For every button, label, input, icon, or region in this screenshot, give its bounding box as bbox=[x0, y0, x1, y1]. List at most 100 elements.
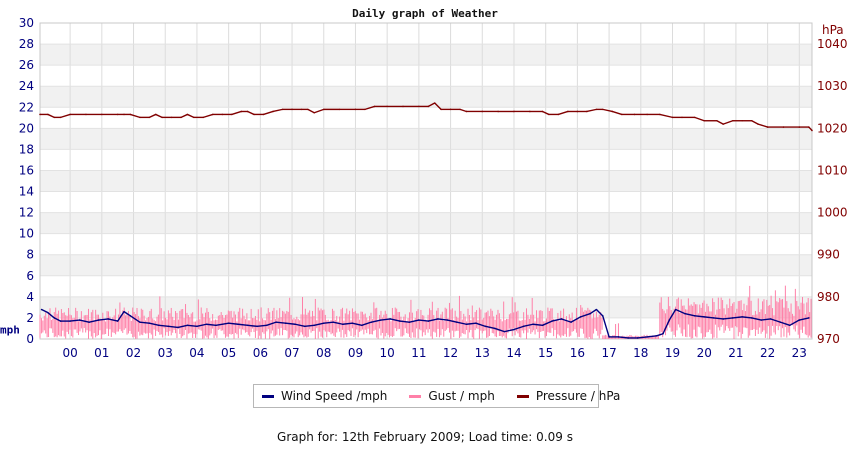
pressure-segment bbox=[612, 110, 622, 116]
y-right-tick-label: 980 bbox=[817, 290, 840, 304]
pressure-point bbox=[129, 113, 132, 116]
pressure-point bbox=[364, 108, 366, 111]
wind-speed-point bbox=[69, 320, 71, 322]
y-right-tick-label: 1010 bbox=[817, 163, 848, 177]
x-tick-label: 05 bbox=[221, 346, 236, 360]
pressure-segment bbox=[47, 113, 55, 119]
pressure-point bbox=[192, 116, 195, 119]
pressure-point bbox=[161, 116, 163, 119]
y-right-tick-label: 1000 bbox=[817, 206, 848, 220]
wind-speed-point bbox=[237, 323, 239, 326]
x-tick-label: 04 bbox=[189, 346, 204, 360]
wind-speed-point bbox=[380, 319, 382, 321]
legend-gust: Gust / mph bbox=[403, 389, 495, 403]
chart-legend: Wind Speed /mph Gust / mph Pressure / hP… bbox=[253, 384, 620, 408]
y-right-tick-label: 1030 bbox=[817, 79, 848, 93]
x-tick-label: 20 bbox=[697, 346, 712, 360]
wind-speed-point bbox=[59, 320, 62, 322]
wind-speed-point bbox=[177, 326, 179, 329]
wind-speed-segment bbox=[342, 322, 353, 325]
x-tick-label: 14 bbox=[506, 346, 521, 360]
wind-speed-segment bbox=[704, 316, 714, 319]
wind-speed-segment bbox=[196, 323, 207, 328]
y-left-tick-label: 2 bbox=[26, 311, 34, 325]
wind-speed-point bbox=[560, 318, 563, 320]
legend-gust-swatch bbox=[409, 394, 422, 398]
wind-speed-point bbox=[769, 318, 772, 320]
pressure-point bbox=[633, 113, 636, 116]
y-left-tick-label: 16 bbox=[19, 163, 34, 177]
wind-speed-segment bbox=[333, 321, 343, 325]
pressure-point bbox=[338, 108, 341, 111]
grid-band bbox=[40, 170, 812, 192]
grid-band bbox=[40, 44, 812, 66]
x-tick-label: 09 bbox=[348, 346, 363, 360]
wind-speed-point bbox=[196, 325, 198, 328]
wind-speed-point bbox=[541, 324, 544, 327]
wind-speed-segment bbox=[123, 311, 131, 317]
wind-speed-point bbox=[731, 317, 734, 319]
wind-speed-point bbox=[798, 319, 801, 321]
wind-speed-segment bbox=[177, 324, 188, 329]
pressure-point bbox=[693, 116, 696, 119]
wind-speed-point bbox=[484, 325, 487, 328]
wind-speed-segment bbox=[361, 321, 372, 326]
wind-speed-segment bbox=[352, 322, 362, 326]
pressure-point bbox=[373, 105, 376, 108]
wind-speed-point bbox=[88, 321, 90, 323]
pressure-point bbox=[481, 110, 484, 113]
pressure-point bbox=[246, 110, 249, 113]
pressure-segment bbox=[307, 108, 315, 114]
wind-speed-point bbox=[703, 316, 706, 318]
pressure-point bbox=[541, 110, 544, 113]
pressure-segment bbox=[231, 110, 242, 116]
wind-speed-segment bbox=[723, 317, 733, 320]
wind-speed-segment bbox=[589, 308, 597, 315]
wind-speed-segment bbox=[542, 320, 553, 326]
wind-speed-point bbox=[741, 316, 744, 318]
wind-speed-point bbox=[475, 322, 477, 325]
pressure-point bbox=[497, 110, 499, 113]
wind-speed-segment bbox=[149, 322, 160, 326]
wind-speed-point bbox=[465, 323, 468, 326]
legend-wind-speed: Wind Speed /mph bbox=[256, 389, 387, 403]
wind-speed-point bbox=[107, 318, 109, 320]
pressure-point bbox=[322, 108, 325, 111]
wind-speed-segment bbox=[466, 322, 477, 325]
wind-speed-point bbox=[662, 332, 664, 335]
y-left-tick-label: 12 bbox=[19, 206, 34, 220]
y-left-tick-label: 14 bbox=[19, 185, 34, 199]
pressure-segment bbox=[263, 110, 274, 116]
pressure-point bbox=[681, 116, 683, 119]
wind-speed-segment bbox=[751, 317, 762, 321]
y-left-tick-label: 18 bbox=[19, 142, 34, 156]
wind-speed-point bbox=[313, 324, 316, 327]
wind-speed-segment bbox=[206, 323, 217, 327]
wind-speed-point bbox=[693, 315, 696, 317]
pressure-point bbox=[386, 105, 388, 108]
wind-speed-point bbox=[139, 321, 141, 323]
wind-speed-point bbox=[579, 316, 582, 318]
pressure-point bbox=[47, 113, 49, 116]
wind-speed-point bbox=[158, 324, 160, 327]
pressure-point bbox=[513, 110, 515, 113]
pressure-point bbox=[418, 105, 420, 108]
pressure-point bbox=[281, 108, 284, 111]
x-tick-label: 23 bbox=[792, 346, 807, 360]
wind-speed-point bbox=[522, 325, 525, 328]
wind-speed-segment bbox=[494, 327, 505, 333]
legend-wind-speed-label: Wind Speed /mph bbox=[281, 389, 388, 403]
wind-speed-point bbox=[712, 317, 715, 319]
wind-speed-point bbox=[674, 308, 677, 311]
wind-speed-point bbox=[446, 319, 449, 321]
pressure-point bbox=[202, 116, 205, 119]
pressure-point bbox=[811, 129, 813, 132]
pressure-segment bbox=[130, 113, 141, 119]
wind-speed-point bbox=[418, 319, 420, 321]
wind-speed-segment bbox=[47, 312, 55, 319]
wind-speed-segment bbox=[276, 321, 286, 324]
wind-speed-point bbox=[779, 321, 782, 323]
pressure-segment bbox=[149, 113, 157, 119]
pressure-point bbox=[620, 113, 623, 116]
